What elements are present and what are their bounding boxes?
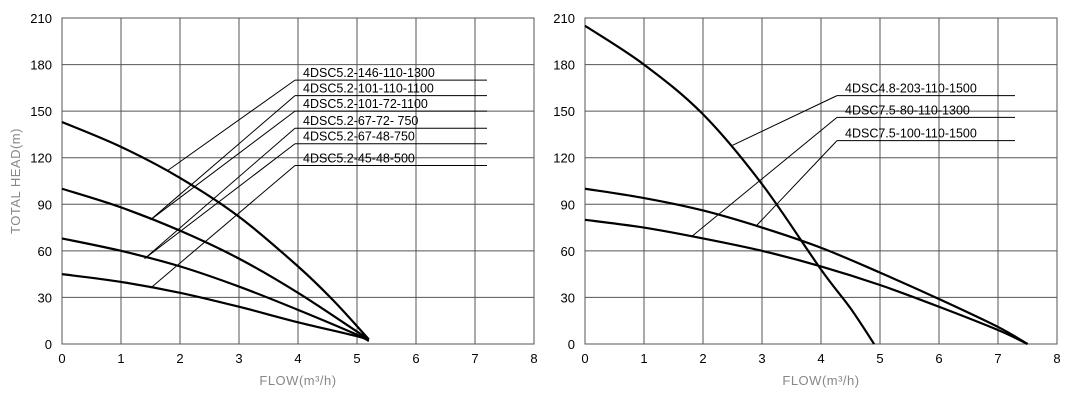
series-curve xyxy=(61,187,370,341)
series-label: 4DSC5.2-45-48-500 xyxy=(303,151,415,165)
leader-line xyxy=(167,79,296,171)
y-tick-label: 150 xyxy=(553,104,575,119)
series-label: 4DSC5.2-67-48-750 xyxy=(303,130,415,144)
x-tick-label: 4 xyxy=(294,351,301,366)
y-tick-label: 30 xyxy=(38,290,52,305)
leader-line xyxy=(144,127,296,259)
x-tick-label: 1 xyxy=(117,351,124,366)
x-tick-label: 8 xyxy=(1053,351,1060,366)
plot-frame xyxy=(584,17,1058,345)
leader-line xyxy=(150,110,296,221)
y-tick-label: 120 xyxy=(30,151,52,166)
x-tick-label: 8 xyxy=(530,351,537,366)
x-tick-label: 6 xyxy=(935,351,942,366)
y-tick-label: 0 xyxy=(568,337,575,352)
series-label: 4DSC5.2-101-110-1100 xyxy=(303,82,434,96)
y-tick-label: 0 xyxy=(45,337,52,352)
leader-line xyxy=(690,116,838,238)
x-tick-label: 7 xyxy=(994,351,1001,366)
y-tick-label: 90 xyxy=(38,197,52,212)
x-tick-label: 5 xyxy=(876,351,883,366)
leader-line xyxy=(144,143,296,260)
x-tick-label: 0 xyxy=(58,351,65,366)
y-tick-label: 210 xyxy=(553,11,575,26)
series-label: 4DSC4.8-203-110-1500 xyxy=(845,82,977,96)
x-tick-label: 3 xyxy=(235,351,242,366)
series-label: 4DSC5.2-101-72-1100 xyxy=(303,97,428,111)
y-axis-title: TOTAL HEAD(m) xyxy=(8,128,23,234)
series-curve xyxy=(584,218,1028,345)
x-tick-label: 2 xyxy=(176,351,183,366)
y-tick-label: 90 xyxy=(561,197,575,212)
leader-line xyxy=(732,95,838,146)
grid xyxy=(61,17,535,345)
x-tick-label: 5 xyxy=(353,351,360,366)
grid xyxy=(584,17,1058,345)
x-tick-label: 1 xyxy=(640,351,647,366)
x-tick-label: 0 xyxy=(581,351,588,366)
series-label: 4DSC5.2-146-110-1300 xyxy=(303,66,435,80)
y-tick-label: 150 xyxy=(30,104,52,119)
series-curve xyxy=(584,187,1029,345)
chart-right: 0 1 2 3 4 5 6 7 8 0 30 60 90 120 150 180 210 FLOW(m³/h) 4D… xyxy=(553,11,1060,388)
x-tick-label: 2 xyxy=(699,351,706,366)
series-curve xyxy=(61,273,370,342)
x-tick-label: 7 xyxy=(471,351,478,366)
series-curve xyxy=(61,237,370,342)
y-tick-label: 30 xyxy=(561,290,575,305)
plot-frame xyxy=(61,17,535,345)
chart-left: 0 1 2 3 4 5 6 7 8 0 30 60 90 120 150 180 210 FLOW(m³/h) TO… xyxy=(8,11,538,388)
series-label: 4DSC7.5-100-110-1500 xyxy=(845,127,977,141)
leader-line xyxy=(150,95,296,221)
y-tick-label: 180 xyxy=(30,58,52,73)
y-tick-label: 60 xyxy=(38,244,52,259)
y-tick-label: 180 xyxy=(553,58,575,73)
series-curve xyxy=(584,24,876,345)
series-label: 4DSC5.2-67-72- 750 xyxy=(303,114,418,128)
series-label: 4DSC7.5-80-110-1300 xyxy=(845,103,970,117)
x-tick-label: 4 xyxy=(817,351,824,366)
y-tick-label: 60 xyxy=(561,244,575,259)
leader-line xyxy=(755,140,838,227)
y-tick-label: 120 xyxy=(553,151,575,166)
x-tick-label: 3 xyxy=(758,351,765,366)
x-axis-title: FLOW(m³/h) xyxy=(259,373,336,388)
leader-line xyxy=(150,165,296,289)
y-tick-label: 210 xyxy=(30,11,52,26)
x-tick-label: 6 xyxy=(412,351,419,366)
x-axis-title: FLOW(m³/h) xyxy=(782,373,859,388)
series-curve xyxy=(61,120,370,341)
